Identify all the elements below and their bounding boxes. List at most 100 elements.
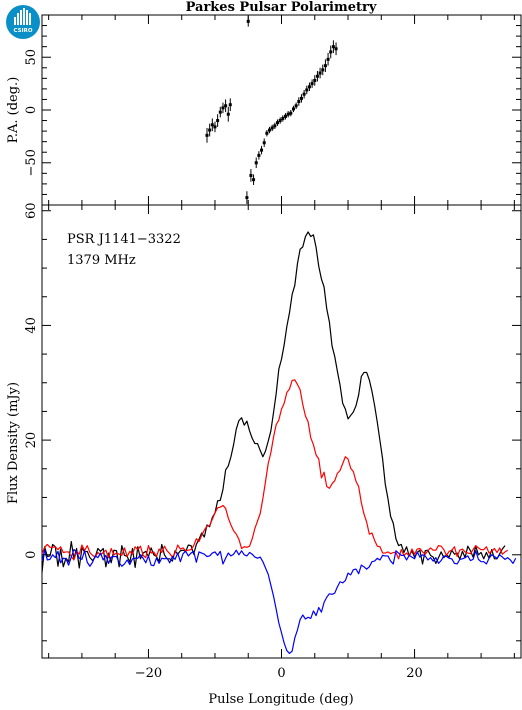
pa-data-point — [307, 82, 311, 91]
pa-marker — [210, 123, 214, 127]
pa-data-point — [326, 53, 330, 66]
pa-data-point — [329, 45, 333, 59]
pa-marker — [302, 92, 306, 96]
pa-marker — [326, 57, 330, 61]
csiro-logo-mark-icon — [14, 8, 31, 25]
pa-data-point — [334, 42, 338, 56]
pa-data-point — [246, 16, 250, 27]
pa-data-point — [224, 99, 228, 113]
pa-y-tick-label: 0 — [24, 106, 39, 114]
pa-marker — [273, 124, 277, 128]
pa-y-axis-label: P.A. (deg.) — [6, 77, 21, 144]
pa-data-point — [315, 70, 319, 82]
flux-series-line-1 — [41, 379, 509, 561]
pa-marker — [257, 153, 261, 157]
pa-marker — [262, 141, 266, 145]
flux-x-tick-label: −20 — [135, 666, 162, 681]
pa-marker — [323, 64, 327, 68]
flux-y-axis-label: Flux Density (mJy) — [6, 382, 21, 504]
pa-marker — [283, 114, 287, 118]
flux-y-tick-label: 60 — [24, 202, 39, 219]
x-axis-label: Pulse Longitude (deg) — [208, 692, 353, 707]
pa-data-point — [252, 174, 256, 185]
pa-data-point — [283, 113, 287, 120]
pa-data-point — [245, 191, 249, 204]
pa-marker — [321, 68, 325, 72]
chart-title: Parkes Pulsar Polarimetry — [186, 0, 377, 15]
pa-marker — [265, 131, 269, 135]
pa-data-point — [268, 126, 272, 134]
pa-data-point — [297, 97, 301, 106]
pa-y-tick-label: 50 — [24, 49, 39, 66]
pa-data-point — [305, 85, 309, 95]
pa-data-point — [249, 169, 253, 182]
pa-marker — [270, 126, 274, 130]
pa-marker — [281, 116, 285, 120]
flux-y-tick-label: 40 — [24, 317, 39, 334]
pa-marker — [276, 121, 280, 125]
pa-marker — [221, 106, 225, 110]
pa-data-point — [254, 157, 258, 169]
pa-data-point — [218, 106, 222, 118]
pa-marker — [329, 50, 333, 54]
pa-data-point — [221, 102, 225, 114]
pa-data-point — [205, 127, 209, 143]
pa-data-point — [310, 79, 314, 88]
pa-marker — [228, 103, 232, 107]
flux-y-tick-label: 20 — [24, 432, 39, 449]
pa-marker — [260, 148, 264, 152]
pa-data-point — [281, 115, 285, 122]
flux-x-tick-label: 0 — [277, 666, 285, 681]
pa-marker — [305, 88, 309, 92]
pa-data-point — [331, 40, 335, 53]
pa-marker — [278, 119, 282, 123]
pa-data-point — [276, 119, 280, 126]
pa-data-point — [278, 117, 282, 124]
position-angle-panel: −50 0 50 P.A. (deg.) — [6, 14, 522, 206]
pa-data-point — [270, 124, 274, 132]
pa-marker — [224, 104, 228, 108]
pa-data-point — [273, 122, 277, 129]
pa-data-point — [302, 89, 306, 99]
pa-data-point — [321, 64, 325, 76]
pa-marker — [249, 173, 253, 177]
pa-marker — [216, 119, 220, 123]
flux-series-line-2 — [41, 549, 517, 655]
pa-marker — [254, 161, 258, 165]
pa-data-point — [294, 102, 298, 109]
flux-density-panel: 0 20 40 60 −20 0 20 PSR J1141−3322 1379 MHz F… — [6, 202, 522, 707]
pa-data-point — [286, 111, 290, 118]
flux-x-tick-label: 20 — [406, 666, 423, 681]
pa-data-point — [265, 130, 269, 137]
pa-data-point — [262, 138, 266, 147]
pa-panel-frame — [41, 14, 522, 206]
pa-data-point — [213, 121, 217, 133]
pa-marker — [297, 100, 301, 104]
pa-marker — [252, 178, 256, 182]
pa-data-point — [299, 94, 303, 103]
pa-marker — [307, 85, 311, 89]
pa-marker — [291, 107, 295, 111]
pa-data-point — [323, 59, 327, 72]
pa-data-point — [226, 106, 230, 122]
pa-marker — [313, 78, 317, 82]
pa-data-point — [291, 105, 295, 113]
pa-data-point — [210, 118, 214, 132]
pa-marker — [205, 133, 209, 137]
pa-marker — [286, 112, 290, 116]
pa-y-tick-label: −50 — [24, 149, 39, 176]
csiro-logo: CSIRO — [6, 5, 40, 39]
pa-marker — [315, 74, 319, 78]
pa-marker — [226, 112, 230, 116]
pa-marker — [299, 96, 303, 100]
pa-marker — [213, 125, 217, 129]
pa-marker — [310, 82, 314, 86]
pa-marker — [334, 47, 338, 51]
pa-marker — [245, 196, 249, 200]
pa-marker — [208, 128, 212, 132]
flux-panel-frame — [41, 204, 522, 659]
pa-marker — [268, 128, 272, 132]
pa-data-point — [289, 110, 293, 117]
pa-data-point — [260, 145, 264, 155]
